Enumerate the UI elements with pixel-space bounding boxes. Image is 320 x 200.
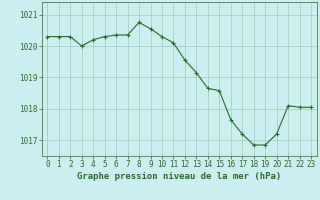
X-axis label: Graphe pression niveau de la mer (hPa): Graphe pression niveau de la mer (hPa) [77,172,281,181]
